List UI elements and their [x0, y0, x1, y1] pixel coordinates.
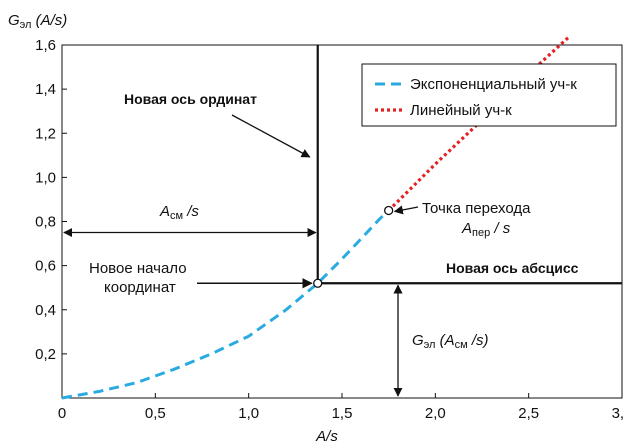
legend-box — [361, 63, 617, 127]
legend-linear-label: Линейный уч-к — [410, 102, 512, 119]
ticks — [61, 44, 623, 398]
tick-labels: 0 0,5 1,0 1,5 2,0 2,5 3,0 0,2 0,4 0,6 0,8 1,0 1,2 1,4… — [35, 37, 624, 422]
new-y-axis-label: Новая ось ординат — [124, 91, 257, 107]
x-tick-label: 0 — [58, 405, 66, 422]
y-tick-label: 0,8 — [35, 214, 56, 231]
arrow-new-y-axis — [231, 114, 311, 158]
y-tick-label: 1,0 — [35, 169, 56, 186]
new-origin-label-line1: Новое начало — [89, 260, 187, 277]
new-origin-marker — [313, 278, 323, 288]
series-exponential — [61, 209, 390, 400]
y-tick-label: 0,4 — [35, 302, 56, 319]
transition-label: Точка перехода — [422, 200, 531, 217]
y-tick-label: 1,2 — [35, 125, 56, 142]
new-x-axis-label: Новая ось абсцисс — [446, 260, 579, 276]
g-el-label: Gэл (Aсм /s) — [412, 332, 489, 351]
x-axis-label: A/s — [315, 428, 338, 445]
new-origin-label-line2: координат — [104, 279, 176, 296]
y-tick-label: 1,4 — [35, 81, 56, 98]
y-tick-label: 1,6 — [35, 37, 56, 54]
x-tick-label: 3,0 — [612, 405, 624, 422]
legend: Экспоненциальный уч-к Линейный уч-к — [361, 63, 617, 127]
x-tick-label: 2,5 — [518, 405, 539, 422]
transition-point-marker — [384, 205, 394, 216]
legend-exponential-label: Экспоненциальный уч-к — [410, 76, 577, 93]
a-sm-label: Aсм /s — [159, 203, 199, 222]
arrow-transition-point — [393, 205, 419, 215]
a-per-label: Aпер / s — [461, 220, 511, 239]
y-tick-label: 0,2 — [35, 346, 56, 363]
x-tick-label: 2,0 — [425, 405, 446, 422]
series-linear — [387, 35, 571, 212]
y-axis-label: Gэл (A/s) — [8, 12, 67, 31]
x-tick-label: 0,5 — [145, 405, 166, 422]
x-tick-label: 1,0 — [238, 405, 259, 422]
x-tick-label: 1,5 — [332, 405, 353, 422]
y-tick-label: 0,6 — [35, 258, 56, 275]
